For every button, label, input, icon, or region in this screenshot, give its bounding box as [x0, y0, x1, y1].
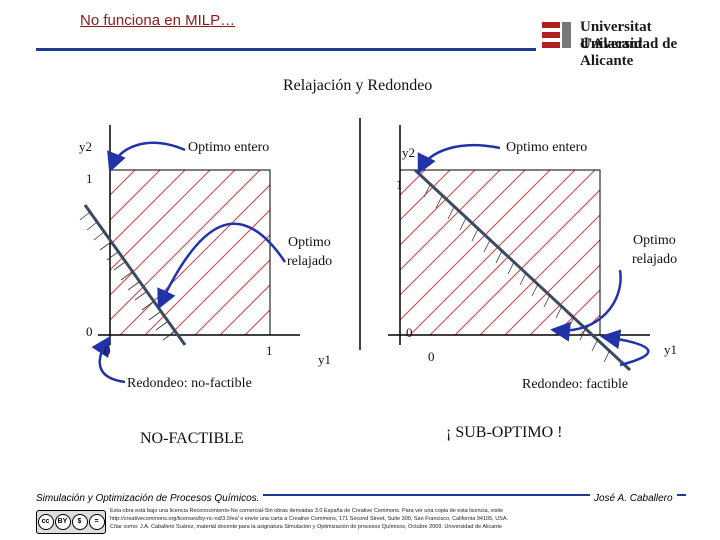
left-rounding-label: Redondeo: no-factible	[127, 376, 252, 391]
right-hatch	[400, 170, 600, 335]
right-tick-y-bottom: 0	[406, 325, 413, 340]
right-tick-y-top: 1	[396, 177, 403, 192]
footer-rule	[36, 494, 686, 496]
right-y-axis-label: y2	[402, 145, 415, 160]
left-panel	[79, 125, 300, 384]
nc-icon: $	[71, 514, 88, 530]
left-relaxed-optimum-label-1: Optimo	[288, 235, 331, 250]
license-line-2: http://creativecommons.org/licenses/by-n…	[110, 516, 509, 522]
right-tick-x-left: 0	[428, 349, 435, 364]
left-tick-x-right: 1	[266, 343, 273, 358]
right-x-axis-label: y1	[664, 342, 677, 357]
license-text: Esta obra está bajo una licencia Reconoc…	[110, 507, 690, 531]
left-y-axis-label: y2	[79, 139, 92, 154]
cc-icon: cc	[37, 514, 54, 530]
right-rounding-label: Redondeo: factible	[522, 377, 629, 392]
left-relaxed-optimum-label-2: relajado	[287, 254, 333, 269]
left-tick-x-left: 0	[104, 343, 111, 358]
left-tick-y-top: 1	[86, 171, 93, 186]
author-name: José A. Caballero	[590, 493, 677, 504]
diagram-title: Relajación y Redondeo	[283, 77, 433, 94]
by-icon: BY	[54, 514, 71, 530]
header-rule	[36, 48, 536, 51]
left-x-axis-label: y1	[318, 352, 331, 367]
slide-title: No funciona en MILP…	[80, 12, 236, 29]
license-line-1: Esta obra está bajo una licencia Reconoc…	[110, 508, 504, 514]
left-conclusion: NO-FACTIBLE	[140, 430, 244, 447]
course-name: Simulación y Optimización de Procesos Qu…	[36, 493, 264, 504]
right-relaxed-optimum-label-1: Optimo	[633, 233, 676, 248]
license-line-3: Cítar como: J.A. Caballero Suárez, mater…	[110, 524, 502, 530]
cc-license-badge[interactable]: cc BY $ =	[36, 510, 106, 534]
left-hatch	[110, 170, 270, 335]
university-name-line2: Universidad de Alicante	[580, 36, 678, 69]
right-conclusion: ¡ SUB-OPTIMO !	[446, 424, 563, 441]
university-logo	[540, 18, 574, 52]
nd-icon: =	[88, 514, 105, 530]
right-panel	[359, 118, 650, 372]
university-name-line1: Universitat d'Alacant	[580, 19, 652, 52]
left-integer-optimum-label: Optimo entero	[188, 140, 270, 155]
right-relaxed-optimum-label-2: relajado	[632, 252, 678, 267]
right-integer-optimum-label: Optimo entero	[506, 140, 588, 155]
left-tick-y-bottom: 0	[86, 324, 93, 339]
